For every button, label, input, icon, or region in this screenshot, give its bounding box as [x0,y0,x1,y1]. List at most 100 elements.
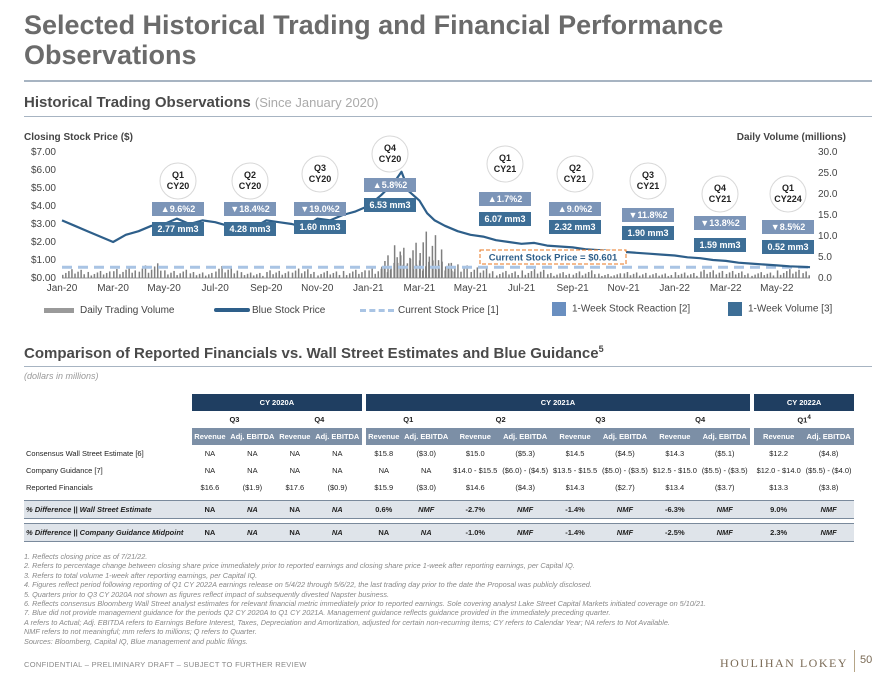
volume-bar [536,273,539,278]
quarter-year: CY20 [239,181,262,191]
footnote: 5. Quarters prior to Q3 CY 2020A not sho… [24,589,390,599]
volume-bar [734,274,737,278]
volume-bar [266,271,268,278]
table-cell: NA [204,466,216,475]
quarter-year: CY21 [564,174,587,184]
volume-bar [626,271,629,278]
volume-bar [667,276,670,278]
volume-bar [664,273,666,278]
quarter-header: Q3 [229,415,240,424]
volume-bar [652,274,654,278]
x-tick-label: Jan-21 [353,283,384,294]
y2-tick-label: 25.0 [818,168,838,179]
footnote: 7. Blue did not provide management guida… [24,608,611,618]
volume-bar [291,272,294,278]
quarter-label: Q2 [244,170,256,180]
table-cell: $14.5 [565,449,585,458]
volume-bar [262,275,264,278]
section-subtitle-trading: (Since January 2020) [254,95,379,110]
volume-bar [683,272,686,278]
volume-label: 0.52 mm3 [767,242,808,252]
current-price-callout [479,249,627,265]
volume-bar [419,253,421,278]
y-tick-label: $2.00 [31,237,56,248]
volume-bar [134,270,137,278]
volume-bar [156,263,159,278]
table-cell: NA [332,466,343,475]
group-header-row: CY 2020A CY 2021A CY 2022A [24,394,854,411]
x-tick-label: Mar-22 [710,283,742,294]
volume-bar [517,274,519,278]
column-header: Revenue [754,428,804,445]
volume-bar [721,270,724,278]
table-cell: $14.6 [465,483,485,492]
volume-bar [568,273,570,278]
volume-bar [192,271,195,278]
legend-volume-swatch [44,307,74,313]
volume-bar [466,265,468,278]
quarter-year: CY21 [637,181,660,191]
volume-bar [221,265,223,278]
table-cell: NMF [499,523,551,542]
volume-bar [275,272,277,278]
quarter-year: CY21 [494,164,517,174]
volume-bar [381,266,383,278]
quarter-marker [486,145,524,183]
volume-bar [741,271,743,278]
table-row: Reported Financials $16.6 ($1.9) $17.6 ($0.9… [24,479,854,496]
quarter-sup: 4 [807,414,811,422]
quarter-marker [371,135,409,173]
table-cell: ($4.5) [615,449,635,458]
volume-bar [77,271,79,278]
volume-bar [99,270,102,278]
volume-bar [390,268,392,278]
volume-bar [371,267,373,278]
reaction-box [694,216,746,230]
volume-box [762,240,814,254]
volume-bar [345,275,348,278]
volume-bar [514,271,516,278]
volume-bar [138,271,141,278]
volume-bar [444,266,447,278]
volume-bar [649,275,651,278]
column-header: Revenue [192,428,228,445]
volume-bar [246,273,249,278]
volume-bar [323,272,325,278]
volume-bar [511,272,513,278]
volume-bar [782,272,785,278]
volume-bar [83,274,85,278]
legend-1wk-volume: 1-Week Volume [3] [728,302,832,316]
volume-box [294,220,346,234]
volume-bar [581,275,584,278]
table-corner [24,428,192,445]
volume-bar [230,266,232,278]
table-cell: NMF [499,500,551,519]
legend-current-label: Current Stock Price [1] [398,305,499,316]
volume-bar [463,268,465,278]
reaction-label: ▼18.4%2 [230,204,269,214]
volume-bar [80,269,82,278]
table-cell: ($0.9) [327,483,348,492]
quarter-marker [231,162,269,200]
table-cell: $15.0 [465,449,485,458]
volume-bar [542,269,545,278]
volume-bar [281,274,284,278]
y-tick-label: $1.00 [31,255,56,266]
volume-bar [364,270,366,278]
volume-bar [451,270,453,278]
volume-bar [361,272,363,278]
table-cell: NA [312,523,362,542]
reaction-box [364,178,416,192]
volume-bar [550,272,552,278]
quarter-label: Q3 [642,170,654,180]
volume-bar [505,270,507,278]
volume-bar [284,273,287,278]
legend-reaction-label: 1-Week Stock Reaction [2] [572,303,691,315]
volume-bar [575,273,578,278]
volume-bar [805,271,807,278]
reaction-label: ▲1.7%2 [488,194,522,204]
volume-bar [502,272,504,278]
quarter-year: CY20 [167,181,190,191]
volume-bar [661,274,663,278]
volume-bar [658,275,660,278]
